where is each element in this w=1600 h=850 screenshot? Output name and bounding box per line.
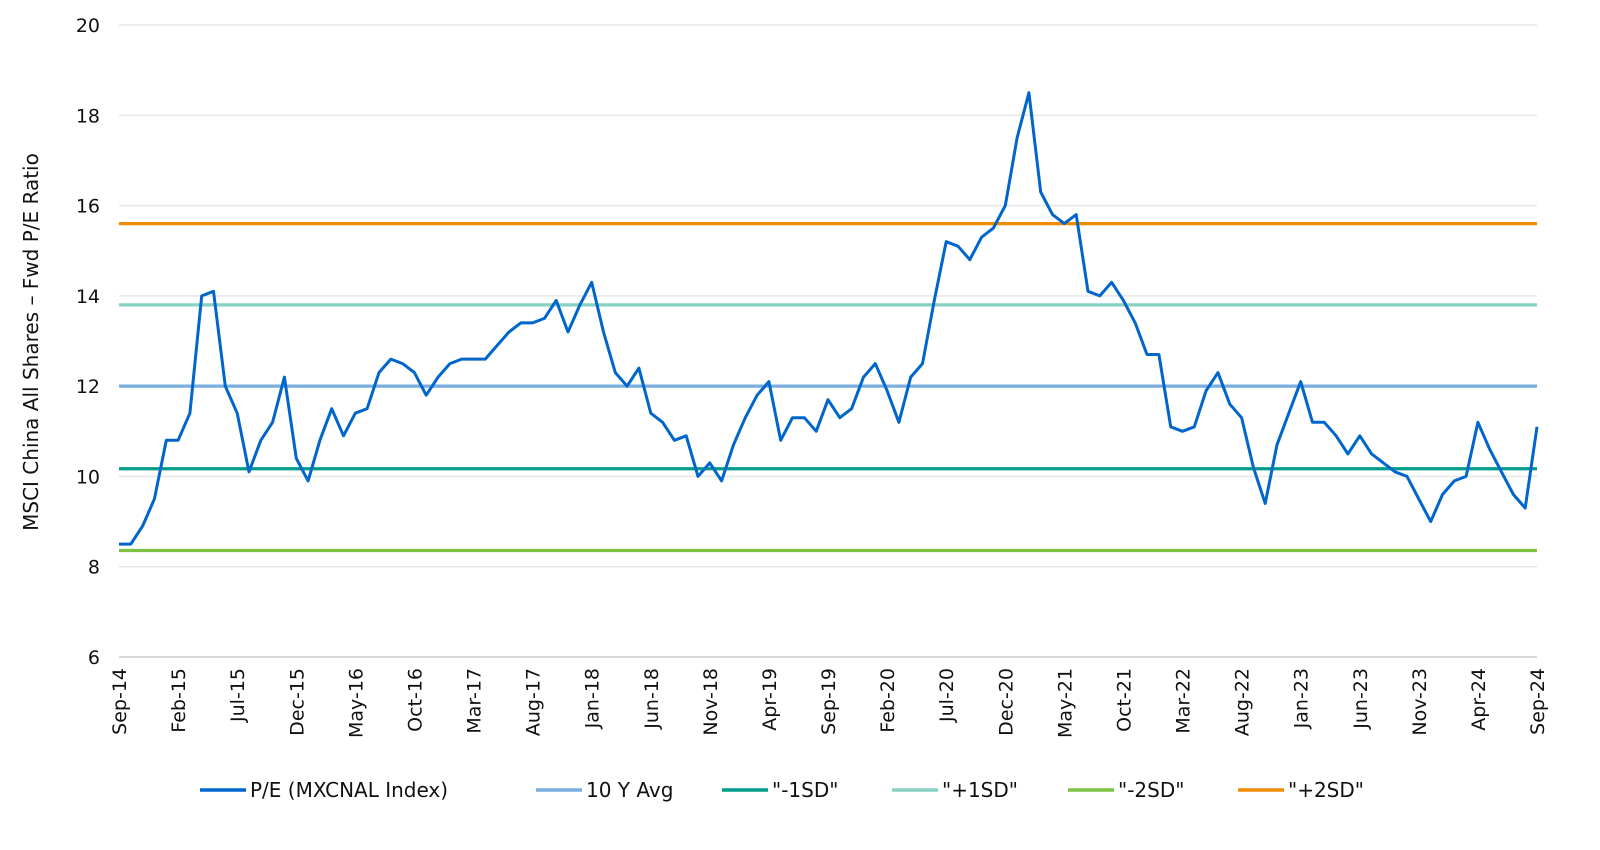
legend-label: 10 Y Avg — [586, 778, 673, 802]
x-tick-label: Oct-21 — [1113, 668, 1135, 732]
x-tick-label: Nov-23 — [1409, 668, 1431, 736]
legend-item: 10 Y Avg — [536, 778, 673, 802]
y-tick-label: 18 — [76, 105, 100, 127]
x-tick-label: Sep-24 — [1527, 668, 1549, 735]
legend-item: P/E (MXCNAL Index) — [200, 778, 448, 802]
y-tick-label: 20 — [76, 15, 100, 37]
x-tick-label: May-21 — [1054, 668, 1076, 738]
x-tick-label: Jul-20 — [936, 668, 958, 723]
x-tick-label: May-16 — [345, 668, 367, 738]
x-tick-label: Dec-20 — [995, 668, 1017, 736]
x-tick-label: Nov-18 — [700, 668, 722, 736]
y-tick-label: 10 — [76, 466, 100, 488]
x-tick-label: Aug-17 — [523, 668, 545, 736]
x-tick-label: Feb-15 — [168, 668, 190, 733]
x-tick-label: Dec-15 — [286, 668, 308, 736]
y-tick-label: 16 — [76, 196, 100, 218]
x-tick-label: Feb-20 — [877, 668, 899, 733]
y-tick-label: 14 — [76, 286, 100, 308]
gridlines — [119, 25, 1537, 657]
legend-label: "-1SD" — [772, 778, 838, 802]
y-tick-label: 8 — [88, 557, 100, 579]
legend-item: "-2SD" — [1068, 778, 1184, 802]
x-tick-label: Mar-22 — [1173, 668, 1195, 734]
x-tick-label: Oct-16 — [404, 668, 426, 732]
y-tick-label: 12 — [76, 376, 100, 398]
legend: P/E (MXCNAL Index) 10 Y Avg "-1SD" "+1SD" "-… — [200, 778, 1364, 802]
x-tick-label: Jan-18 — [582, 668, 604, 729]
x-tick-label: Sep-19 — [818, 668, 840, 735]
legend-item: "+2SD" — [1238, 778, 1364, 802]
x-tick-label: Mar-17 — [464, 668, 486, 734]
x-tick-label: Sep-14 — [109, 668, 131, 735]
y-axis-ticks: 6 8 10 12 14 16 18 20 — [76, 15, 100, 669]
x-tick-label: Jun-18 — [641, 668, 663, 730]
x-axis-ticks: Sep-14 Feb-15 Jul-15 Dec-15 May-16 Oct-16 Mar-… — [109, 668, 1549, 738]
legend-label: "+1SD" — [942, 778, 1018, 802]
legend-label: P/E (MXCNAL Index) — [250, 778, 448, 802]
x-tick-label: Jul-15 — [227, 668, 249, 723]
series-layer — [119, 93, 1537, 551]
x-tick-label: Apr-19 — [759, 668, 781, 731]
legend-item: "+1SD" — [892, 778, 1018, 802]
legend-item: "-1SD" — [722, 778, 838, 802]
y-tick-label: 6 — [88, 647, 100, 669]
x-tick-label: Aug-22 — [1232, 668, 1254, 736]
y-axis-label: MSCI China All Shares – Fwd P/E Ratio — [19, 153, 43, 531]
x-tick-label: Apr-24 — [1468, 668, 1490, 731]
x-tick-label: Jun-23 — [1350, 668, 1372, 730]
x-tick-label: Jan-23 — [1291, 668, 1313, 729]
legend-label: "+2SD" — [1288, 778, 1364, 802]
legend-label: "-2SD" — [1118, 778, 1184, 802]
